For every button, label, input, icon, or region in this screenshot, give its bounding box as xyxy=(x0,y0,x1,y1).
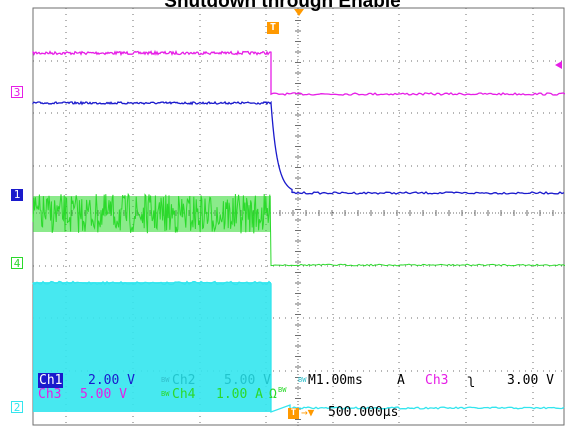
ch4-trace xyxy=(32,192,565,267)
ch4-unit: Ω xyxy=(269,387,277,402)
ch2-bw-badge: BW xyxy=(161,376,170,384)
trigger-position: 500.000µs xyxy=(328,405,399,420)
trigger-arrow-icon xyxy=(294,9,304,16)
ch2-marker[interactable]: 2 xyxy=(11,401,23,414)
trigger-position-badge: T xyxy=(288,408,299,419)
ch1-marker[interactable]: 1 xyxy=(11,189,23,201)
trigger-position-marker[interactable]: T xyxy=(267,22,279,34)
ch2-trace xyxy=(32,280,565,413)
ch3-marker[interactable]: 3 xyxy=(11,86,23,99)
ch4-bw-badge: BW xyxy=(161,390,170,398)
ch2-switching-band xyxy=(33,282,271,412)
trigger-source: Ch3 xyxy=(425,373,449,388)
ch3-trace xyxy=(32,49,565,96)
ch4-scale: 1.00 A xyxy=(216,387,263,402)
ch3-scale: 5.00 V xyxy=(80,387,127,402)
traces xyxy=(32,49,565,413)
ch4-unit-bw-badge: BW xyxy=(278,386,287,394)
ch4-name: Ch4 xyxy=(172,387,196,402)
trigger-level-arrow-icon[interactable] xyxy=(555,61,562,69)
timebase: M1.00ms xyxy=(308,373,363,388)
ch3-name: Ch3 xyxy=(38,387,62,402)
ch2-name: Ch2 xyxy=(172,373,196,388)
ch1-readout: Ch1 xyxy=(38,373,64,388)
ch1-trace xyxy=(32,100,565,195)
ch4-marker[interactable]: 4 xyxy=(11,257,23,270)
timebase-bw-badge: BW xyxy=(298,376,307,384)
ch1-name: Ch1 xyxy=(38,373,64,388)
ch1-scale: 2.00 V xyxy=(88,373,135,388)
page-title: Shutdown through Enable xyxy=(164,0,401,12)
trigger-marker-label: T xyxy=(269,22,277,33)
ch2-scale: 5.00 V xyxy=(224,373,271,388)
trigger-level: 3.00 V xyxy=(507,373,554,388)
trigger-position-arrow-icon: →▼ xyxy=(301,406,315,419)
trigger-slope-icon: ʅ xyxy=(467,373,475,388)
acquisition-mode: A xyxy=(397,373,405,388)
